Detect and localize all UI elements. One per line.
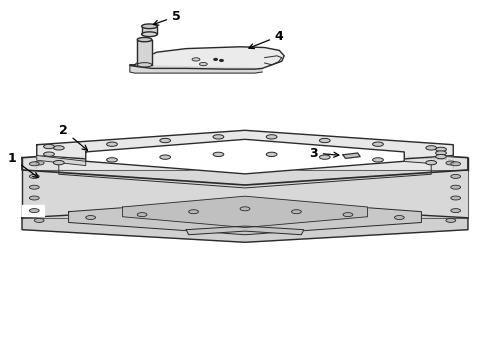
Text: 4: 4: [249, 30, 284, 49]
Ellipse shape: [160, 155, 171, 159]
Polygon shape: [37, 156, 86, 166]
Ellipse shape: [29, 162, 39, 166]
Polygon shape: [22, 205, 44, 216]
Ellipse shape: [451, 209, 461, 212]
Ellipse shape: [192, 58, 200, 61]
Ellipse shape: [107, 142, 118, 147]
Ellipse shape: [446, 161, 456, 165]
Ellipse shape: [137, 154, 147, 158]
Ellipse shape: [34, 219, 44, 222]
Ellipse shape: [44, 152, 54, 156]
Ellipse shape: [240, 207, 250, 211]
Polygon shape: [37, 130, 453, 170]
Ellipse shape: [213, 135, 224, 139]
Ellipse shape: [160, 138, 171, 143]
Ellipse shape: [343, 213, 353, 217]
Polygon shape: [137, 40, 152, 65]
Ellipse shape: [319, 138, 330, 143]
Ellipse shape: [137, 37, 152, 42]
Ellipse shape: [266, 152, 277, 157]
Text: 2: 2: [59, 124, 87, 150]
Polygon shape: [130, 47, 284, 69]
Polygon shape: [142, 26, 157, 34]
Ellipse shape: [372, 158, 383, 162]
Ellipse shape: [107, 158, 118, 162]
Ellipse shape: [53, 161, 64, 165]
Ellipse shape: [137, 213, 147, 217]
Ellipse shape: [220, 60, 223, 62]
Polygon shape: [186, 226, 304, 235]
Ellipse shape: [372, 142, 383, 147]
Ellipse shape: [292, 150, 301, 154]
Ellipse shape: [426, 161, 437, 165]
Ellipse shape: [142, 24, 157, 29]
Ellipse shape: [189, 210, 198, 214]
Ellipse shape: [29, 196, 39, 200]
Ellipse shape: [292, 210, 301, 214]
Ellipse shape: [53, 146, 64, 150]
Polygon shape: [22, 143, 468, 185]
Ellipse shape: [436, 151, 446, 155]
Ellipse shape: [446, 219, 456, 222]
Polygon shape: [130, 66, 262, 73]
Ellipse shape: [319, 155, 330, 159]
Ellipse shape: [214, 59, 218, 60]
Ellipse shape: [44, 144, 54, 149]
Ellipse shape: [451, 196, 461, 200]
Ellipse shape: [426, 146, 437, 150]
Ellipse shape: [451, 175, 461, 179]
Ellipse shape: [86, 216, 96, 220]
Ellipse shape: [451, 162, 461, 166]
Polygon shape: [22, 205, 468, 242]
Ellipse shape: [394, 216, 404, 220]
Text: 1: 1: [8, 152, 38, 177]
Ellipse shape: [343, 154, 353, 158]
Polygon shape: [69, 199, 421, 235]
Ellipse shape: [142, 32, 157, 37]
Text: 5: 5: [153, 10, 181, 25]
Ellipse shape: [86, 158, 96, 162]
Polygon shape: [343, 153, 360, 158]
Ellipse shape: [199, 63, 207, 66]
Polygon shape: [122, 196, 368, 228]
Ellipse shape: [394, 158, 404, 162]
Polygon shape: [86, 139, 404, 174]
Ellipse shape: [29, 209, 39, 212]
Polygon shape: [22, 170, 468, 218]
Ellipse shape: [213, 152, 224, 157]
Ellipse shape: [240, 147, 250, 151]
Ellipse shape: [451, 185, 461, 189]
Ellipse shape: [189, 150, 198, 154]
Polygon shape: [59, 150, 431, 188]
Ellipse shape: [436, 147, 446, 152]
Ellipse shape: [29, 185, 39, 189]
Text: 3: 3: [309, 147, 339, 159]
Ellipse shape: [137, 63, 152, 67]
Ellipse shape: [266, 135, 277, 139]
Ellipse shape: [34, 161, 44, 165]
Ellipse shape: [29, 175, 39, 179]
Ellipse shape: [436, 154, 446, 159]
